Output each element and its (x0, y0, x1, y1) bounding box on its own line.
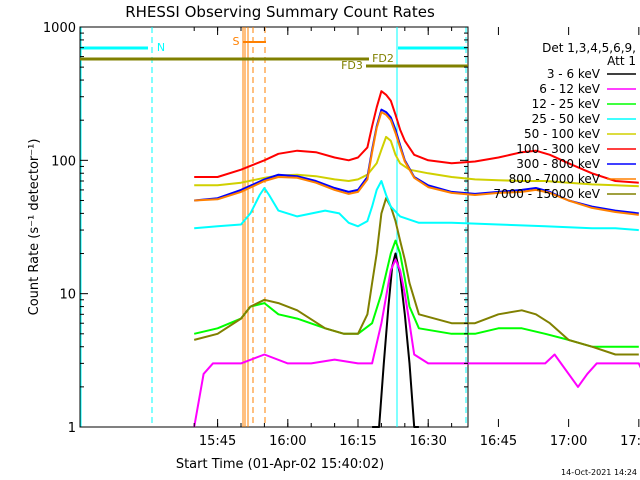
annotation-layer: N S FD2 FD3 (80, 27, 468, 427)
y-tick-label: 1 (68, 421, 76, 436)
legend-label: 800 - 7000 keV (509, 172, 601, 186)
annotation-fd2: FD2 (372, 52, 394, 65)
series-line-6 (194, 108, 639, 215)
series-layer (193, 90, 640, 428)
x-axis-label: Start Time (01-Apr-02 15:40:02) (176, 457, 384, 472)
x-tick-label: 16:45 (480, 434, 517, 449)
series-line-0 (372, 252, 419, 428)
y-tick-label: 10 (59, 288, 76, 303)
annotation-n: N (157, 41, 165, 54)
y-tick-label: 1000 (43, 21, 76, 36)
series-line-2 (193, 239, 639, 348)
legend-label: 25 - 50 keV (532, 112, 601, 126)
x-tick-label: 17:00 (550, 434, 587, 449)
chart-title: RHESSI Observing Summary Count Rates (125, 3, 435, 21)
legend-label: 100 - 300 keV (516, 142, 600, 156)
legend-label: 7000 - 15000 keV (493, 187, 600, 201)
x-tick-label: 16:00 (269, 434, 306, 449)
legend-label: 3 - 6 keV (547, 67, 601, 81)
legend-label: 6 - 12 keV (539, 82, 601, 96)
series-line-5 (194, 90, 639, 184)
y-axis: 1 10 100 1000 (43, 21, 468, 436)
annotation-fd3: FD3 (341, 59, 363, 72)
x-tick-label: 16:30 (409, 434, 446, 449)
y-tick-label: 100 (51, 154, 76, 169)
timestamp: 14-Oct-2021 14:24 (561, 468, 637, 477)
legend-header: Att 1 (607, 54, 636, 68)
legend-label: 50 - 100 keV (524, 127, 601, 141)
x-tick-label: 16:15 (339, 434, 376, 449)
series-line-3 (194, 180, 639, 232)
annotation-s: S (233, 35, 240, 48)
series-line-1 (193, 258, 640, 428)
series-line-7 (194, 111, 639, 216)
legend-header: Det 1,3,4,5,6,9, (542, 41, 636, 55)
x-tick-label: 17:15 (620, 434, 640, 449)
plot-frame (79, 26, 469, 428)
x-tick-label: 15:45 (199, 434, 236, 449)
x-axis: 15:45 16:00 16:15 16:30 16:45 17:00 17:15 (193, 27, 640, 449)
legend-label: 300 - 800 keV (516, 157, 600, 171)
y-axis-label: Count Rate (s⁻¹ detector⁻¹) (27, 139, 42, 316)
legend-label: 12 - 25 keV (532, 97, 601, 111)
